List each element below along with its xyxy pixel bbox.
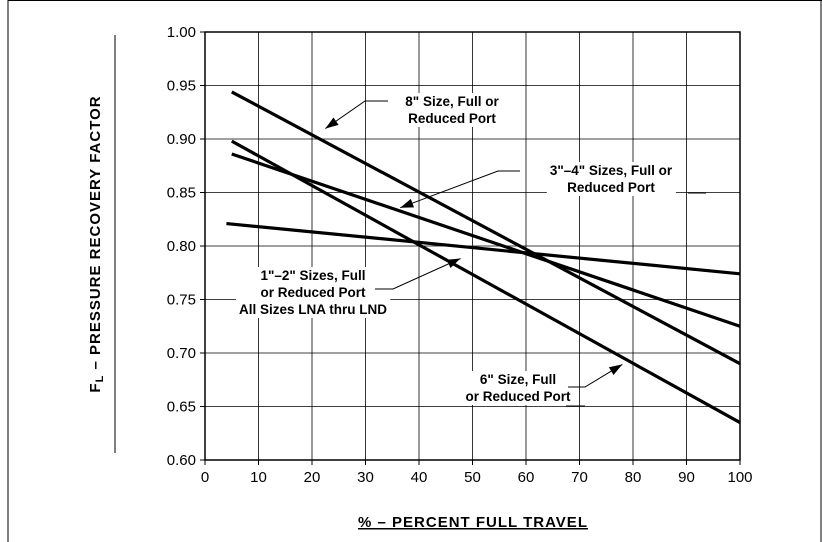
annotation-line: 3"–4" Sizes, Full or [550, 163, 673, 178]
y-axis-title-subscript: L [94, 375, 106, 383]
annotation-4: 6" Size, Full or Reduced Port [462, 363, 623, 407]
x-tick-label: 10 [250, 469, 267, 486]
x-tick-label: 0 [201, 469, 209, 486]
y-tick-label: 0.95 [167, 78, 196, 95]
annotation-label: 1"–2" Sizes, Full or Reduced Port All Size… [239, 268, 387, 317]
y-axis-title-main: F [87, 382, 104, 392]
arrowhead-icon [608, 364, 623, 375]
x-tick-label: 70 [571, 469, 588, 486]
leader-line [375, 258, 461, 290]
annotation-label: 3"–4" Sizes, Full or Reduced Port [550, 163, 673, 195]
y-tick-label: 0.60 [167, 452, 196, 469]
annotation-line: All Sizes LNA thru LND [239, 302, 387, 317]
y-tick-label: 0.85 [167, 185, 196, 202]
x-tick-label: 90 [678, 469, 695, 486]
arrowhead-icon [400, 198, 415, 208]
annotation-3: 1"–2" Sizes, Full or Reduced Port All Size… [235, 258, 461, 318]
y-tick-label: 1.00 [167, 24, 196, 41]
series-line-1 [230, 90, 741, 366]
y-tick-label: 0.70 [167, 345, 196, 362]
y-tick-label: 0.90 [167, 131, 196, 148]
x-tick-label: 40 [411, 469, 428, 486]
arrowhead-icon [325, 117, 339, 129]
leader-line [325, 100, 388, 129]
y-tick-label: 0.65 [167, 399, 196, 416]
annotation-label: 8" Size, Full or Reduced Port [405, 94, 499, 126]
annotation-background [235, 267, 391, 318]
y-tick-label: 0.80 [167, 238, 196, 255]
annotation-1: 8" Size, Full or Reduced Port [325, 93, 503, 129]
y-tick-label: 0.75 [167, 292, 196, 309]
series-lines [226, 90, 741, 424]
annotation-line: or Reduced Port [465, 389, 571, 404]
annotation-background [462, 371, 575, 405]
x-tick-label: 50 [464, 469, 481, 486]
annotation-line: 8" Size, Full or [405, 94, 499, 109]
x-tick-label: 20 [304, 469, 321, 486]
leader-line [568, 363, 623, 388]
series-line-2 [231, 152, 741, 328]
x-tick-label: 60 [518, 469, 535, 486]
arrowhead-icon [446, 258, 461, 268]
annotation-line: Reduced Port [408, 111, 496, 126]
axis-ticks: 0 10 20 30 40 50 60 70 80 90 100 0.60 0.65 0.70 0.75 0.… [167, 24, 753, 486]
annotation-line: 6" Size, Full [480, 372, 556, 387]
x-tick-label: 30 [357, 469, 374, 486]
annotation-line: or Reduced Port [260, 285, 366, 300]
series-line-4 [230, 139, 741, 424]
x-axis-title: % – PERCENT FULL TRAVEL [358, 514, 588, 531]
x-tick-label: 100 [727, 469, 752, 486]
y-axis-title-rest: – PRESSURE RECOVERY FACTOR [87, 95, 104, 374]
y-axis-title: FL – PRESSURE RECOVERY FACTOR [87, 95, 106, 392]
leader-line [400, 170, 520, 209]
annotation-label: 6" Size, Full or Reduced Port [465, 372, 571, 404]
annotation-line: 1"–2" Sizes, Full [260, 268, 365, 283]
series-line-3 [226, 221, 741, 276]
annotation-background [546, 162, 676, 196]
annotation-line: Reduced Port [567, 180, 655, 195]
x-tick-label: 80 [625, 469, 642, 486]
annotation-background [402, 93, 503, 127]
annotation-2: 3"–4" Sizes, Full or Reduced Port [400, 162, 706, 209]
